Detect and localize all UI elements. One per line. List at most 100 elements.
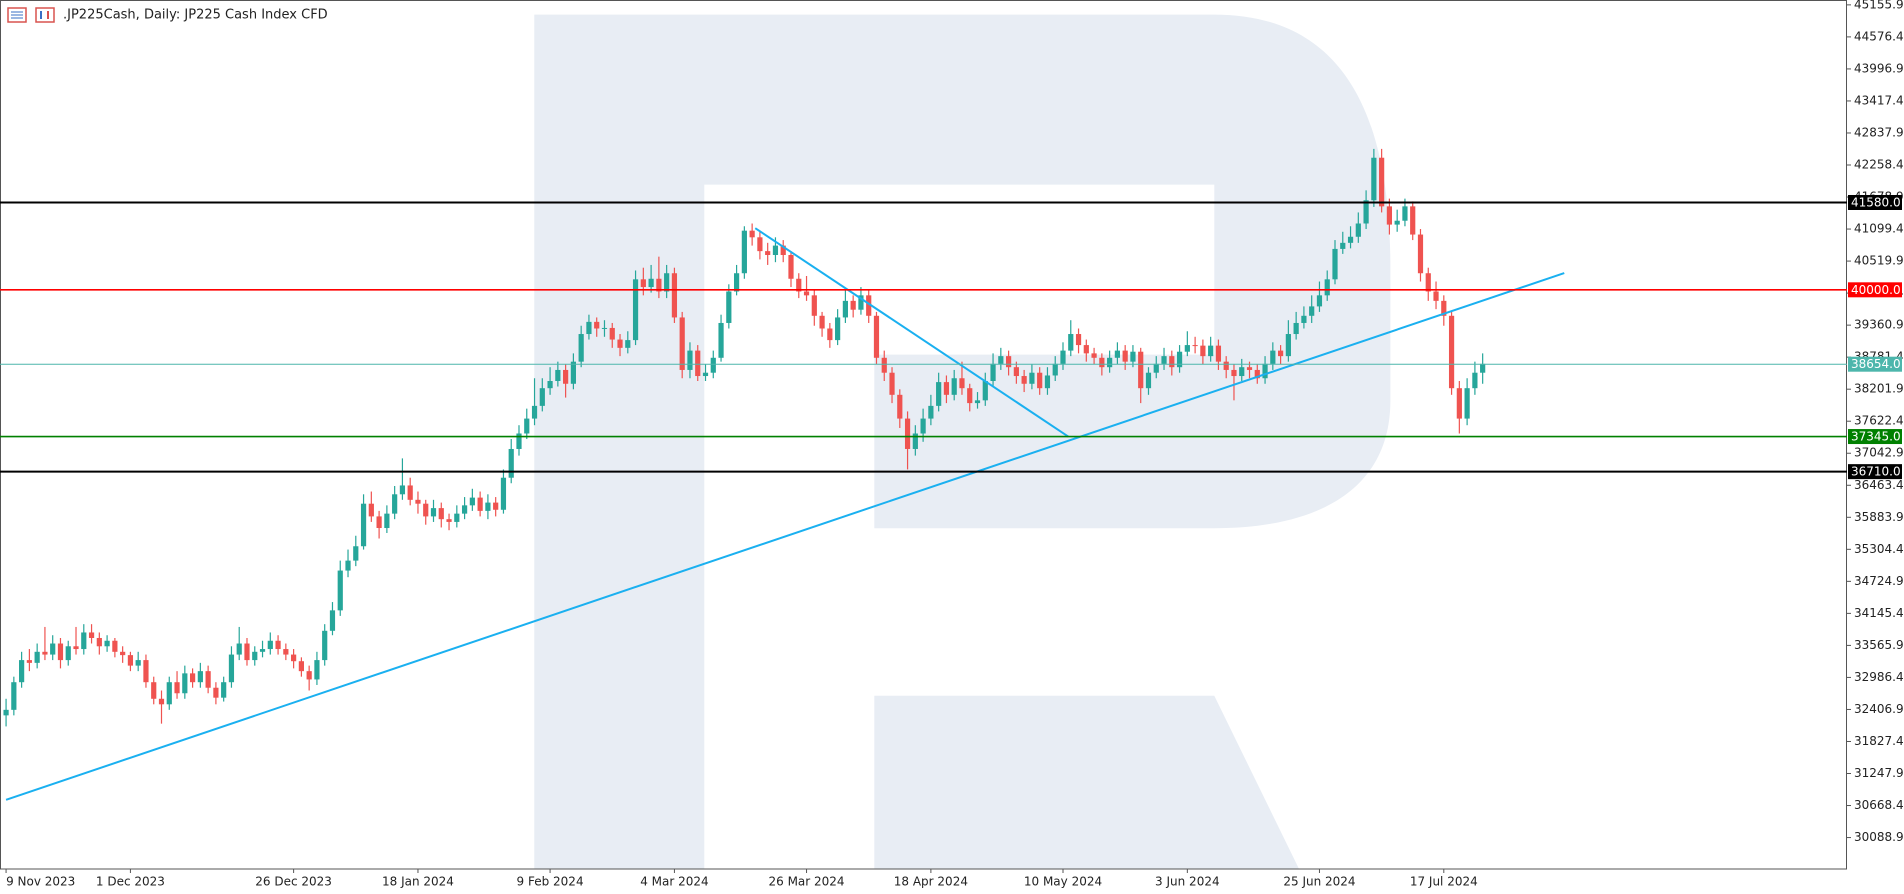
level-label: 38654.0 — [1851, 357, 1901, 371]
candle-body — [1472, 372, 1478, 389]
candle-body — [135, 660, 141, 666]
candle-body — [1433, 291, 1439, 301]
candle-body — [570, 361, 576, 384]
candle-body — [345, 560, 351, 571]
candle-body — [702, 372, 709, 377]
candle-body — [757, 237, 763, 252]
candle-body — [306, 671, 312, 680]
candle-body — [1371, 157, 1377, 201]
candle-body — [1215, 345, 1222, 362]
candle-body — [858, 295, 864, 310]
y-tick-label: 35304.4 — [1854, 542, 1904, 556]
candle-body — [1402, 206, 1408, 221]
candle-body — [1355, 223, 1361, 237]
candle-body — [158, 698, 165, 705]
candle-body — [485, 502, 491, 511]
candle-body — [314, 660, 320, 680]
candle-body — [50, 643, 56, 655]
level-label-box — [1848, 429, 1902, 445]
y-tick-label: 34145.4 — [1854, 606, 1904, 620]
candle-body — [469, 497, 475, 506]
candle-body — [1394, 220, 1400, 225]
candle-body — [252, 651, 258, 661]
candle-body — [1083, 345, 1089, 354]
plot-frame — [0, 0, 1847, 870]
candle-body — [1021, 376, 1027, 384]
candle-body — [415, 499, 421, 504]
y-tick-label: 30668.4 — [1854, 798, 1904, 812]
candle-body — [772, 245, 779, 255]
candle-body — [407, 485, 413, 500]
x-tick-label: 18 Jan 2024 — [382, 875, 454, 889]
candle-body — [1417, 234, 1424, 274]
candle-body — [322, 630, 328, 661]
candle-body — [1044, 375, 1051, 389]
candle-body — [19, 660, 25, 683]
candle-body — [228, 654, 235, 683]
trend-line — [754, 227, 1069, 438]
candle-body — [1200, 345, 1206, 357]
candle-body — [384, 513, 390, 529]
candle-body — [1340, 242, 1346, 249]
candle-body — [1107, 357, 1113, 368]
candle-body — [1037, 372, 1043, 389]
candle-body — [267, 640, 273, 650]
candle-body — [741, 230, 747, 274]
candle-body — [1410, 206, 1416, 235]
candle-body — [399, 485, 406, 495]
candle-body — [1254, 369, 1260, 379]
candle-body — [1005, 356, 1012, 368]
candle-body — [57, 643, 64, 661]
x-tick-label: 26 Mar 2024 — [768, 875, 844, 889]
y-tick-label: 41099.4 — [1854, 222, 1904, 236]
candle-body — [189, 673, 196, 683]
candle-body — [1029, 372, 1035, 384]
candle-body — [1114, 350, 1120, 358]
candle-body — [112, 640, 118, 652]
candle-body — [990, 363, 996, 382]
candle-body — [811, 295, 817, 316]
candle-body — [594, 321, 600, 329]
y-tick-label: 31827.4 — [1854, 734, 1904, 748]
candle-body — [430, 508, 437, 517]
candle-body — [454, 513, 460, 522]
candle-body — [609, 327, 615, 340]
candle-body — [438, 508, 444, 520]
candle-body — [803, 291, 810, 296]
candle-body — [96, 637, 102, 647]
y-tick-label: 35883.9 — [1854, 510, 1904, 524]
candle-body — [912, 433, 918, 449]
candle-body — [1301, 315, 1307, 323]
y-tick-label: 34724.9 — [1854, 574, 1904, 588]
candle-body — [244, 643, 250, 661]
candle-body — [1347, 236, 1354, 243]
y-tick-label: 42837.9 — [1854, 125, 1904, 139]
level-label-box — [1848, 282, 1902, 298]
candle-body — [1386, 206, 1393, 225]
candle-body — [197, 671, 203, 683]
level-label-box — [1848, 194, 1902, 210]
x-tick-label: 9 Nov 2023 — [6, 875, 75, 889]
candle-body — [42, 651, 48, 655]
y-tick-label: 36463.4 — [1854, 478, 1904, 492]
candle-body — [1270, 350, 1276, 364]
y-tick-label: 37622.4 — [1854, 414, 1904, 428]
candle-body — [936, 382, 942, 406]
candle-body — [718, 322, 724, 358]
y-tick-label: 33565.9 — [1854, 638, 1904, 652]
candle-body — [516, 433, 522, 449]
candle-body — [943, 382, 950, 395]
candle-body — [1448, 315, 1455, 389]
candle-body — [1425, 273, 1431, 292]
candle-body — [982, 381, 988, 401]
candle-body — [3, 709, 9, 716]
candle-body — [151, 682, 157, 699]
candle-body — [500, 477, 507, 510]
y-tick-label: 43996.9 — [1854, 61, 1904, 75]
candle-body — [166, 682, 172, 705]
candle-body — [360, 503, 367, 547]
candle-body — [967, 388, 973, 404]
candle-body — [586, 321, 592, 335]
candle-body — [1278, 350, 1284, 357]
